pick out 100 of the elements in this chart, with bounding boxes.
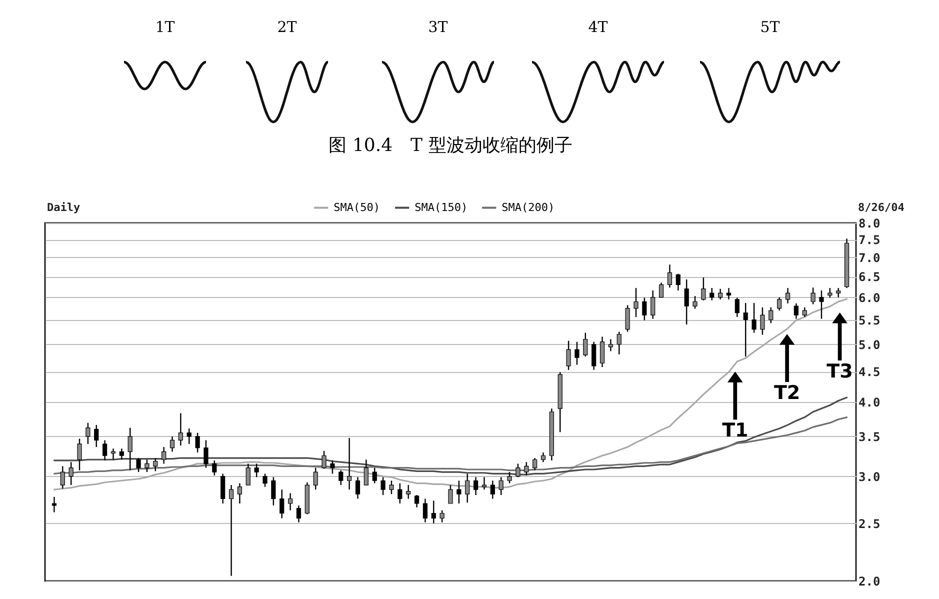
candlestick [616,331,622,355]
candlestick [338,470,344,486]
candlestick [170,436,175,452]
candlestick [372,467,377,484]
y-tick-label: 4.5 [858,365,880,380]
candlestick [414,494,420,508]
candlestick [364,459,368,486]
candlestick [313,467,318,490]
candlestick [482,476,487,490]
candlestick [178,412,183,446]
candlestick [398,482,402,504]
candlestick [77,438,82,471]
candlestick [794,302,798,320]
candlestick [650,290,656,320]
y-tick-label: 6.5 [858,270,880,284]
y-tick-label: 4.0 [858,396,880,410]
candlestick [280,488,284,519]
candlestick [136,457,141,473]
y-tick-label: 8.0 [858,216,880,230]
candlestick [60,466,65,490]
candlestick [490,480,495,500]
candlestick [262,473,268,488]
candlestick [701,276,706,301]
annotation: T1 [722,420,748,442]
candlestick [162,446,166,464]
candlestick [540,452,546,463]
y-tick-label: 3.5 [858,430,880,444]
legend-label: SMA(150) [414,200,468,214]
candlestick [524,461,529,476]
candlestick [566,340,571,370]
candlestick [574,341,580,366]
candlestick [195,432,200,454]
candlestick [710,287,714,301]
candlestick [102,440,108,462]
candlestick [271,476,276,506]
candlestick [592,341,596,370]
y-tick-label: 3.0 [858,470,880,484]
candlestick [507,471,512,484]
candlestick [254,463,259,478]
y-tick-label: 2.0 [858,574,880,588]
candlestick [692,295,698,310]
candlestick [743,302,748,358]
chart-subtitle: Daily [47,201,80,214]
text: 8/26/04 [858,201,905,214]
chart-title: 图 10.4 T 型波动收缩的例子 [328,135,572,156]
candlestick [634,287,638,318]
candlestick [296,504,302,523]
candlestick [734,297,740,318]
candlestick [119,448,124,460]
candlestick [516,463,520,478]
candlestick [625,304,630,332]
candlestick [658,282,664,298]
candlestick [828,287,832,298]
candlestick [68,461,74,486]
candlestick [347,437,352,490]
text: 4T [588,18,608,36]
candlestick [153,457,158,472]
candlestick [431,500,436,524]
candlestick [128,427,132,471]
candlestick [777,296,782,312]
candlestick [583,332,588,358]
candlestick [144,459,150,473]
candlestick [204,440,208,468]
candlestick [288,492,293,511]
candlestick [642,297,647,321]
text: 1T [155,18,175,36]
legend-label: SMA(200) [502,200,555,214]
candlestick [819,290,824,320]
text: 5T [760,18,780,36]
candlestick [380,476,386,496]
candlestick [322,450,326,470]
candlestick [802,306,807,318]
candlestick [330,460,335,474]
candlestick [228,484,234,576]
candlestick [94,424,99,448]
candlestick [752,302,756,334]
candlestick [440,510,444,523]
candlestick [86,422,90,445]
candlestick [52,496,57,513]
candlestick [498,476,504,496]
candlestick [836,287,841,298]
y-tick-label: 5.5 [858,313,880,328]
candlestick [676,273,680,292]
candlestick [406,484,411,500]
candlestick [448,484,453,504]
text: 3T [428,18,448,36]
candlestick [110,448,116,460]
candlestick [422,498,428,523]
candlestick [608,338,613,352]
candlestick [246,463,250,486]
candlestick [768,306,774,324]
candlestick [667,264,672,288]
candlestick [465,473,470,504]
candlestick [600,336,605,368]
candlestick [186,428,192,445]
y-tick-label: 2.5 [858,516,880,531]
candlestick [212,460,217,476]
text: 2T [277,18,297,36]
candlestick [718,288,723,300]
annotation: T2 [774,382,800,404]
